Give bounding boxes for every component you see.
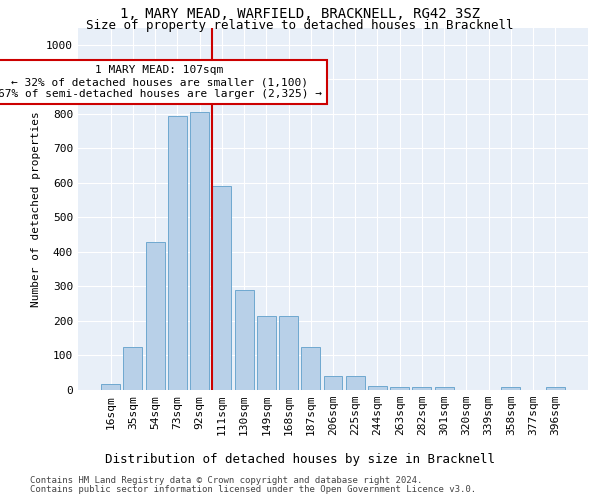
Bar (412, 386, 431, 390)
Text: Contains HM Land Registry data © Crown copyright and database right 2024.: Contains HM Land Registry data © Crown c… (30, 476, 422, 485)
Bar (301, 347, 320, 390)
Bar (390, 386, 409, 390)
Bar (323, 376, 343, 390)
Bar (279, 316, 298, 390)
Bar (212, 186, 231, 390)
Bar (257, 316, 276, 390)
Bar (190, 112, 209, 390)
Bar (546, 386, 565, 390)
Bar (101, 384, 120, 390)
Text: Contains public sector information licensed under the Open Government Licence v3: Contains public sector information licen… (30, 485, 476, 494)
Y-axis label: Number of detached properties: Number of detached properties (31, 111, 41, 306)
Bar (168, 116, 187, 390)
Bar (502, 386, 520, 390)
Bar (235, 290, 254, 390)
Bar (435, 386, 454, 390)
Text: Size of property relative to detached houses in Bracknell: Size of property relative to detached ho… (86, 19, 514, 32)
Bar (368, 386, 387, 390)
Text: 1 MARY MEAD: 107sqm
← 32% of detached houses are smaller (1,100)
67% of semi-det: 1 MARY MEAD: 107sqm ← 32% of detached ho… (0, 66, 322, 98)
Bar (346, 376, 365, 390)
Text: 1, MARY MEAD, WARFIELD, BRACKNELL, RG42 3SZ: 1, MARY MEAD, WARFIELD, BRACKNELL, RG42 … (120, 8, 480, 22)
Text: Distribution of detached houses by size in Bracknell: Distribution of detached houses by size … (105, 452, 495, 466)
Bar (146, 242, 164, 390)
Bar (124, 347, 142, 390)
